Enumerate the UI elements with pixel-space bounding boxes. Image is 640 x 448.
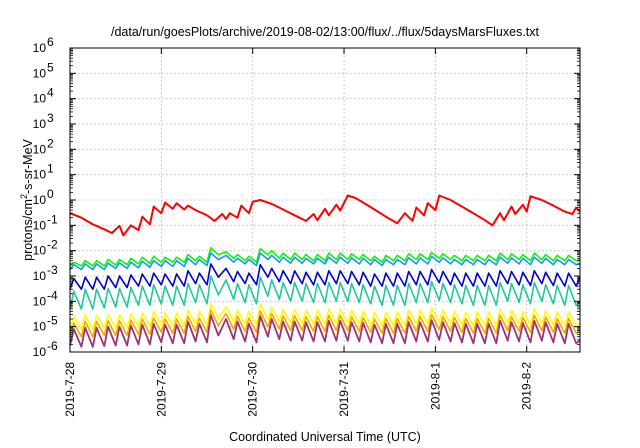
y-tick-base: 10 bbox=[33, 193, 47, 207]
x-tick-label: 2019-7-29 bbox=[154, 362, 168, 417]
y-tick-label: 10 bbox=[33, 294, 47, 308]
series-line-3 bbox=[69, 252, 581, 271]
y-tick-exponent: 5 bbox=[47, 60, 54, 74]
y-tick-exponent: 0 bbox=[47, 187, 54, 201]
y-tick-exponent: 3 bbox=[47, 111, 54, 125]
y-tick-exponent: -5 bbox=[47, 314, 58, 328]
y-tick-label: 10 bbox=[33, 142, 47, 156]
y-tick-base: 10 bbox=[33, 218, 47, 232]
y-tick-base: 10 bbox=[33, 244, 47, 258]
series-lines bbox=[69, 194, 581, 348]
y-tick-exponent: 2 bbox=[47, 136, 54, 150]
y-tick-base: 10 bbox=[33, 168, 47, 182]
y-tick-exponent: 1 bbox=[47, 162, 54, 176]
y-tick-label: 10 bbox=[33, 193, 47, 207]
y-tick-label: 10 bbox=[33, 244, 47, 258]
y-tick-exponent: 6 bbox=[47, 35, 54, 49]
y-tick-base: 10 bbox=[33, 320, 47, 334]
y-tick-label: 10 bbox=[33, 218, 47, 232]
x-tick-label: 2019-8-1 bbox=[428, 362, 442, 410]
y-tick-label: 10 bbox=[33, 92, 47, 106]
y-tick-exponent: -4 bbox=[47, 288, 58, 302]
x-axis-title: Coordinated Universal Time (UTC) bbox=[229, 430, 421, 444]
y-tick-label: 10 bbox=[33, 66, 47, 80]
y-tick-base: 10 bbox=[33, 117, 47, 131]
y-tick-base: 10 bbox=[33, 345, 47, 359]
series-line-4 bbox=[69, 263, 581, 290]
y-tick-base: 10 bbox=[33, 92, 47, 106]
y-tick-exponent: -3 bbox=[47, 263, 58, 277]
series-line-8 bbox=[69, 314, 581, 348]
series-line-5 bbox=[69, 275, 581, 310]
series-line-2 bbox=[69, 247, 581, 267]
y-tick-exponent: 4 bbox=[47, 86, 54, 100]
y-axis-title-suffix: -s-sr-MeV bbox=[21, 138, 35, 194]
x-tick-label: 2019-8-2 bbox=[520, 362, 534, 410]
y-tick-base: 10 bbox=[33, 66, 47, 80]
series-line-7 bbox=[69, 309, 581, 338]
y-tick-label: 10 bbox=[33, 41, 47, 55]
y-tick-base: 10 bbox=[33, 41, 47, 55]
y-tick-label: 10 bbox=[33, 117, 47, 131]
y-axis-title: protons/cm2-s-sr-MeV bbox=[19, 138, 35, 260]
y-axis-tick-labels: 10 -610 -510 -410 -310 -210 -110 010 110 210 310 41… bbox=[33, 35, 58, 359]
chart-title: /data/run/goesPlots/archive/2019-08-02/1… bbox=[111, 25, 540, 39]
y-tick-base: 10 bbox=[33, 142, 47, 156]
x-tick-label: 2019-7-28 bbox=[63, 362, 77, 417]
y-tick-label: 10 bbox=[33, 269, 47, 283]
y-tick-label: 10 bbox=[33, 168, 47, 182]
x-axis-tick-labels: 2019-7-28 2019-7-29 2019-7-30 2019-7-31 2019… bbox=[63, 362, 534, 417]
y-tick-label: 10 bbox=[33, 345, 47, 359]
y-tick-base: 10 bbox=[33, 294, 47, 308]
grid-lines bbox=[70, 48, 580, 352]
y-axis-title-sup: 2 bbox=[19, 194, 29, 199]
y-tick-exponent: -6 bbox=[47, 339, 58, 353]
y-tick-exponent: -2 bbox=[47, 238, 58, 252]
y-axis-title-prefix: protons/cm bbox=[21, 199, 35, 261]
axis-ticks bbox=[69, 47, 580, 353]
y-tick-base: 10 bbox=[33, 269, 47, 283]
series-line-6 bbox=[69, 303, 581, 330]
x-tick-label: 2019-7-31 bbox=[337, 362, 351, 417]
y-tick-label: 10 bbox=[33, 320, 47, 334]
series-line-1 bbox=[69, 194, 581, 237]
y-tick-exponent: -1 bbox=[47, 212, 58, 226]
x-tick-label: 2019-7-30 bbox=[246, 362, 260, 417]
